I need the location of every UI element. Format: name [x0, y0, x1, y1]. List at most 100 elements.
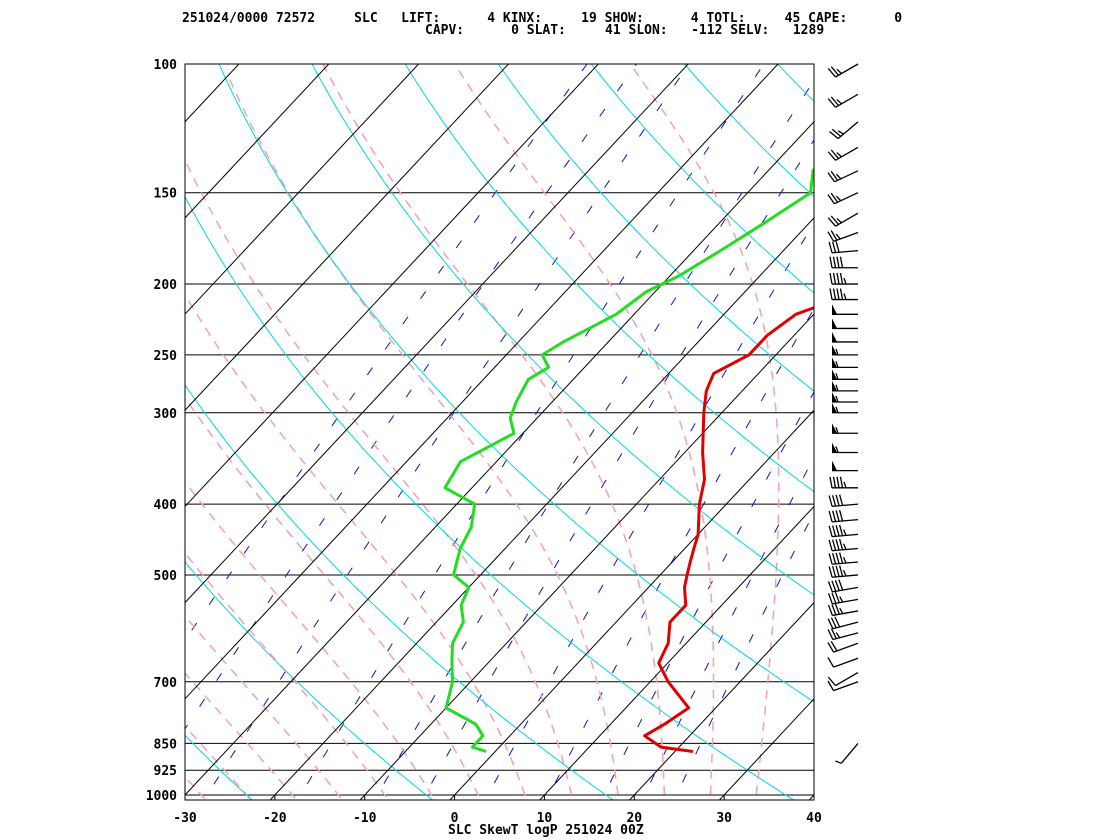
isotherm--40 [185, 64, 779, 700]
wind-barb-column [827, 63, 859, 764]
dry-adiabats [185, 48, 1120, 811]
pressure-label-250: 250 [154, 349, 178, 364]
isotherm--10 [359, 313, 814, 800]
wind-barb [832, 442, 858, 454]
mixing-ratio-3 [421, 139, 814, 800]
mixing-ratio-20 [673, 511, 814, 800]
mixing-ratio-8 [545, 307, 814, 800]
pressure-label-925: 925 [154, 764, 177, 779]
wind-barb [829, 256, 858, 269]
mixing-ratio-1 [297, 64, 765, 800]
temperature-axis-labels: -30 -20 -10 0 10 20 30 40 [173, 795, 822, 826]
moist-adiabat-35 [629, 64, 780, 800]
wind-barb [828, 524, 859, 538]
moist-adiabat--25 [185, 775, 207, 800]
plot-frame [184, 63, 815, 801]
dry-adiabat-290 [185, 384, 614, 800]
reference-lines [0, 48, 1120, 811]
moist-adiabat-0 [185, 480, 436, 800]
wind-barb [828, 494, 859, 508]
dewpoint-profile [443, 167, 814, 753]
wind-barb [827, 230, 859, 242]
wind-barb [827, 628, 859, 641]
pressure-label-150: 150 [154, 187, 178, 202]
mixing-ratio-0.4 [203, 64, 690, 800]
isotherm--90 [185, 64, 330, 219]
temp-label--30: -30 [173, 811, 197, 826]
moist-adiabat-10 [185, 293, 528, 800]
wind-barb [827, 192, 859, 205]
wind-barb [827, 603, 859, 617]
temp-label-10: 10 [537, 811, 553, 826]
sounding-profiles [443, 167, 814, 753]
wind-barb [832, 402, 858, 414]
wind-barb [827, 616, 859, 630]
dry-adiabat-450 [776, 64, 814, 102]
wind-barb [827, 146, 859, 161]
wind-barb [832, 304, 858, 315]
pressure-label-1000: 1000 [146, 789, 177, 804]
wind-barb [828, 538, 859, 552]
isotherm--30 [185, 120, 814, 796]
dry-adiabat-390 [497, 64, 814, 392]
mixing-ratio-5 [484, 222, 814, 800]
wind-barb [827, 640, 859, 653]
mixing-ratio-lines [185, 64, 814, 800]
moist-adiabats [0, 64, 780, 810]
temp-label--10: -10 [353, 811, 377, 826]
wind-barb [832, 331, 858, 343]
isotherm-20 [628, 601, 814, 800]
dry-adiabat-370 [404, 64, 814, 493]
dry-adiabat-270 [185, 561, 434, 800]
wind-barb [827, 672, 859, 687]
isobar-lines [185, 192, 814, 796]
temp-label-40: 40 [806, 811, 822, 826]
mixing-ratio-12 [601, 390, 814, 800]
isotherm--100 [185, 64, 240, 123]
isotherm--60 [185, 64, 600, 508]
dry-adiabat-350 [311, 64, 814, 596]
dry-adiabat-470 [854, 48, 1120, 811]
chart-caption: SLC SkewT logP 251024 00Z [448, 823, 644, 838]
moist-adiabat--20 [185, 725, 253, 800]
temp-label-20: 20 [626, 811, 642, 826]
dry-adiabat-330 [218, 64, 814, 703]
temp-label-30: 30 [716, 811, 732, 826]
dry-adiabat-410 [590, 64, 814, 294]
dry-adiabat-250 [185, 734, 253, 800]
pressure-label-200: 200 [154, 278, 178, 293]
mixing-ratio-0.2 [185, 64, 637, 730]
wind-barb [827, 591, 859, 605]
dry-adiabat-490 [946, 48, 1120, 811]
pressure-label-850: 850 [154, 737, 178, 752]
header-line-2: CAPV: 0 SLAT: 41 SLON: -112 SELV: 1289 [425, 23, 824, 38]
wind-barb [827, 63, 859, 78]
moist-adiabat--30 [0, 433, 171, 810]
isotherm--80 [185, 64, 420, 315]
wind-barb [829, 272, 858, 285]
wind-barb [832, 392, 858, 403]
moist-adiabat-15 [185, 158, 574, 800]
moist-adiabat-5 [185, 396, 482, 800]
wind-barb [828, 509, 859, 523]
isotherm-lines [0, 48, 814, 811]
isotherm--110 [0, 48, 164, 811]
isotherm--20 [269, 217, 814, 800]
pressure-label-100: 100 [154, 58, 178, 73]
moist-adiabat--15 [185, 672, 298, 800]
wind-barb [835, 742, 859, 764]
dry-adiabat-510 [1037, 48, 1120, 811]
isotherm--50 [185, 64, 689, 604]
isotherm-30 [718, 698, 814, 800]
pressure-label-500: 500 [154, 569, 178, 584]
wind-barb [832, 423, 858, 434]
wind-barb [832, 357, 858, 368]
wind-barb [827, 680, 859, 692]
temp-label--20: -20 [263, 811, 287, 826]
wind-barb [828, 565, 859, 578]
wind-barb [832, 369, 858, 380]
pressure-label-300: 300 [154, 407, 178, 422]
moist-adiabat-25 [322, 64, 666, 800]
pressure-axis-labels: 100 150 200 250 300 400 500 700 850 925 1000 [146, 58, 177, 804]
